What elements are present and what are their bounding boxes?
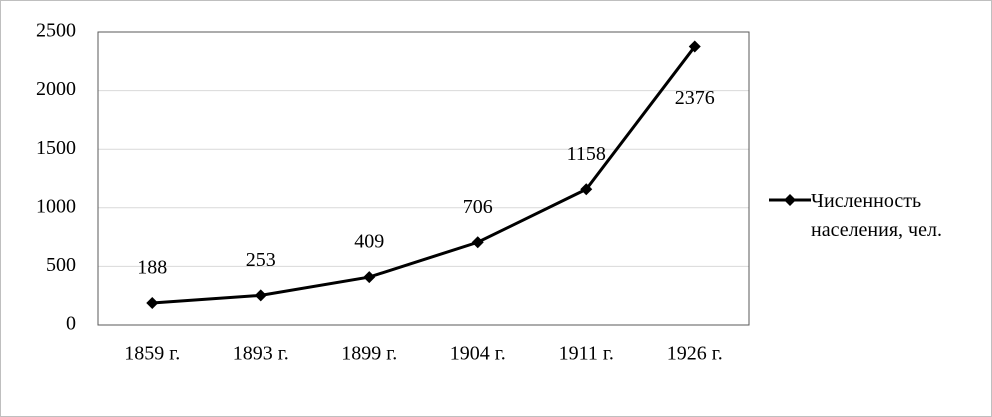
plot-border xyxy=(97,31,750,326)
marker xyxy=(363,271,376,284)
y-tick-label: 2500 xyxy=(36,20,76,42)
series-line xyxy=(152,45,696,305)
y-tick-label: 1000 xyxy=(36,195,76,217)
marker xyxy=(580,183,593,196)
y-tick-label: 1500 xyxy=(36,137,76,159)
data-label: 706 xyxy=(463,196,493,218)
marker xyxy=(471,236,484,249)
y-tick-label: 0 xyxy=(66,313,76,335)
marker xyxy=(688,40,701,53)
marker xyxy=(254,289,267,302)
data-label: 2376 xyxy=(675,87,715,109)
legend-label: Численность населения, чел. xyxy=(811,190,942,241)
y-tick-label: 500 xyxy=(46,254,76,276)
data-label: 253 xyxy=(246,249,276,271)
data-label: 409 xyxy=(354,231,384,253)
x-tick-label: 1899 г. xyxy=(341,343,397,365)
data-label: 188 xyxy=(137,257,167,279)
y-tick-label: 2000 xyxy=(36,78,76,100)
legend-marker xyxy=(784,194,796,206)
x-tick-label: 1911 г. xyxy=(559,343,614,365)
x-tick-label: 1926 г. xyxy=(667,343,723,365)
data-label: 1158 xyxy=(567,143,606,165)
x-tick-label: 1904 г. xyxy=(450,343,506,365)
x-tick-label: 1859 г. xyxy=(124,343,180,365)
marker xyxy=(146,296,159,309)
x-tick-label: 1893 г. xyxy=(233,343,289,365)
